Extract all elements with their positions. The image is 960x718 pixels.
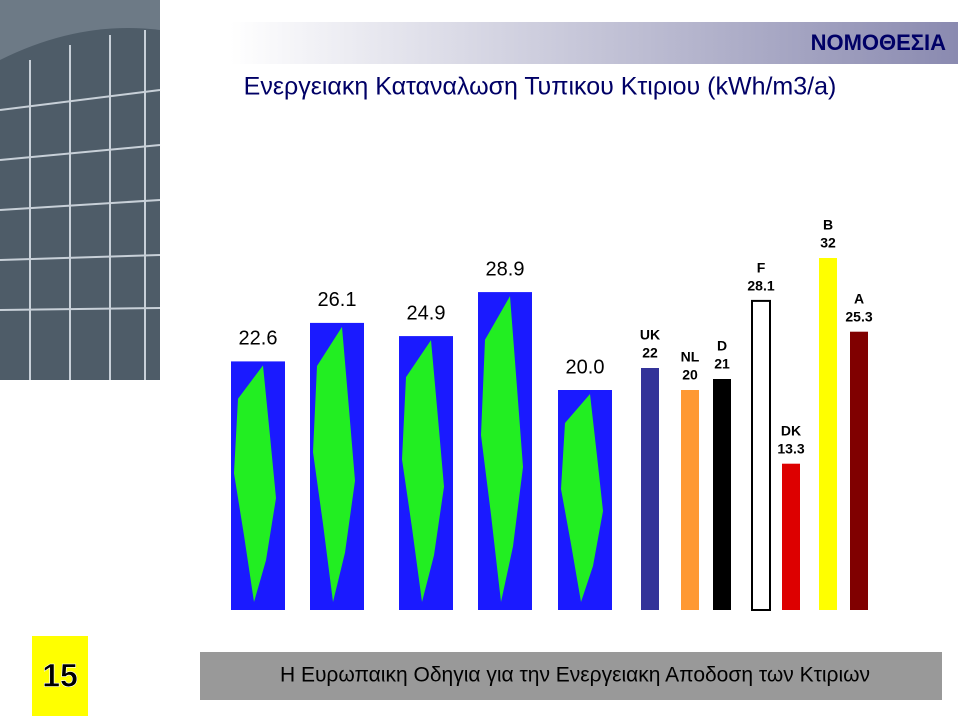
category-label: D: [717, 338, 727, 354]
value-label: 22: [642, 345, 658, 361]
value-label: 26.1: [318, 289, 357, 311]
value-label: 13.3: [777, 440, 804, 456]
value-label: 21: [714, 356, 730, 372]
bar: [681, 390, 699, 610]
category-label: A: [854, 290, 864, 306]
bar: [751, 299, 771, 611]
value-label: 28.9: [486, 258, 525, 280]
header: ΝΟΜΟΘΕΣΙΑ: [811, 30, 947, 55]
page-number-box: [32, 636, 88, 716]
footer: Η Ευρωπαικη Οδηγια για την Ενεργειακη Απ…: [280, 664, 870, 687]
page-number: 15: [42, 657, 78, 693]
value-label: 24.9: [407, 302, 446, 324]
value-label: 20: [682, 367, 698, 383]
value-label: 32: [820, 235, 836, 251]
category-label: NL: [681, 349, 700, 365]
building-photo: [0, 0, 161, 380]
category-label: B: [823, 217, 833, 233]
header-bar: [230, 22, 958, 64]
bar: [641, 368, 659, 610]
map-land: [561, 394, 603, 602]
footer-bar: [200, 652, 942, 700]
map-land: [234, 365, 276, 602]
bar: [850, 331, 868, 610]
value-label: 20.0: [566, 356, 605, 378]
map-land: [402, 340, 444, 602]
category-label: UK: [640, 327, 660, 343]
bar: [713, 379, 731, 610]
map-land: [313, 326, 355, 602]
category-label: F: [757, 260, 766, 276]
value-label: 28.1: [747, 278, 774, 294]
map-land: [481, 296, 523, 602]
bar: [782, 463, 800, 610]
category-label: DK: [781, 422, 801, 438]
chart-title: Ενεργειακη Καταναλωση Τυπικου Κτιριου (k…: [244, 73, 837, 101]
value-label: 25.3: [845, 308, 872, 324]
bar: [819, 258, 837, 610]
value-label: 22.6: [239, 328, 278, 350]
